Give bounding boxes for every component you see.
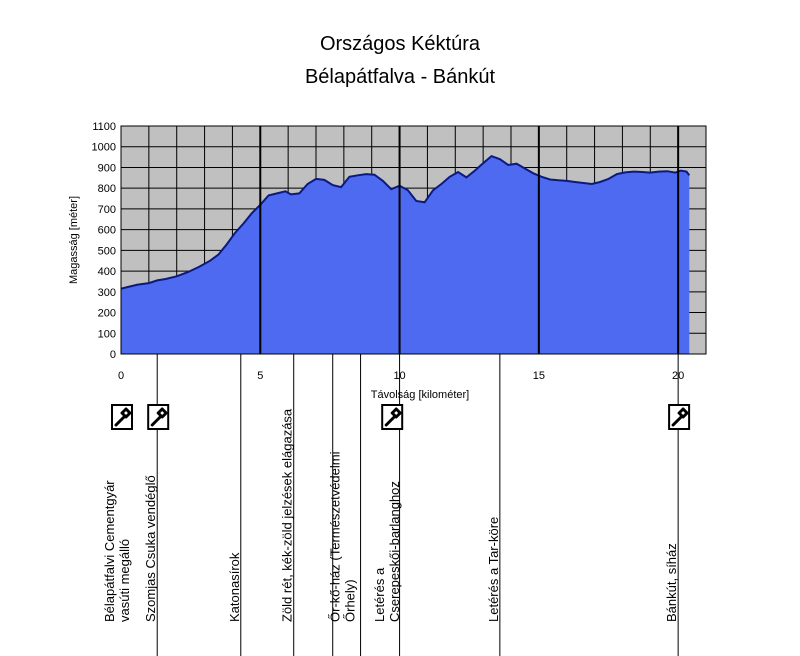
x-tick-label: 5 (257, 370, 263, 382)
x-tick-labels: 0 5 10 15 20 (118, 370, 684, 382)
poi-label: Bánkút, síház (664, 543, 679, 622)
elevation-area (121, 156, 690, 354)
poi-label: Letérés a Tar-köre (486, 517, 501, 622)
x-axis-label: Távolság [kilométer] (371, 389, 469, 401)
y-tick-label: 800 (98, 183, 116, 195)
y-tick-label: 500 (98, 245, 116, 257)
poi-label: Katonasírok (227, 552, 242, 622)
x-tick-label: 0 (118, 370, 124, 382)
y-axis-label: Magasság [méter] (68, 196, 80, 284)
chart-title: Országos Kéktúra (320, 33, 481, 55)
hiking-sign-icon (111, 404, 133, 430)
hiking-sign-icon (147, 404, 170, 430)
y-tick-label: 900 (98, 162, 116, 174)
hiking-sign-icon (381, 404, 404, 430)
plot-frame (120, 125, 707, 355)
y-tick-label: 1100 (92, 121, 116, 133)
icon-glyph (384, 407, 402, 427)
y-tick-labels: 0 100 200 300 400 500 600 700 800 900 1000 1100 (92, 121, 116, 361)
icon-glyph (150, 407, 168, 427)
poi-label: Letérés a (372, 567, 387, 622)
y-tick-label: 400 (98, 266, 116, 278)
y-tick-label: 1000 (92, 142, 116, 154)
poi-label: Őrhely) (343, 579, 358, 622)
x-tick-label: 15 (533, 370, 545, 382)
poi-label: Szomjas Csuka vendéglő (143, 475, 158, 622)
elevation-line (120, 154, 691, 290)
icon-glyph (671, 407, 689, 427)
poi-label: Őr-kő-ház (Természetvédelmi (328, 451, 343, 622)
y-tick-label: 300 (98, 287, 116, 299)
waypoint-markers (259, 126, 680, 354)
poi-label: Zöld rét, kék-zöld jelzések elágazása (280, 408, 295, 622)
chart-subtitle: Bélapátfalva - Bánkút (305, 66, 496, 88)
poi-label: Bélapátfalvi Cementgyár (102, 480, 117, 622)
icon-glyph (114, 407, 132, 427)
poi-label: Cserepeskői-barlanghoz (387, 481, 402, 622)
y-tick-label: 700 (98, 204, 116, 216)
y-tick-label: 100 (98, 328, 116, 340)
y-tick-label: 200 (98, 308, 116, 320)
poi-label: vasúti megálló (117, 539, 132, 622)
hiking-sign-icon (668, 404, 691, 430)
y-tick-label: 600 (98, 225, 116, 237)
y-tick-label: 0 (110, 349, 116, 361)
points-of-interest: Bélapátfalvi Cementgyár vasúti megálló Szo… (102, 354, 691, 656)
